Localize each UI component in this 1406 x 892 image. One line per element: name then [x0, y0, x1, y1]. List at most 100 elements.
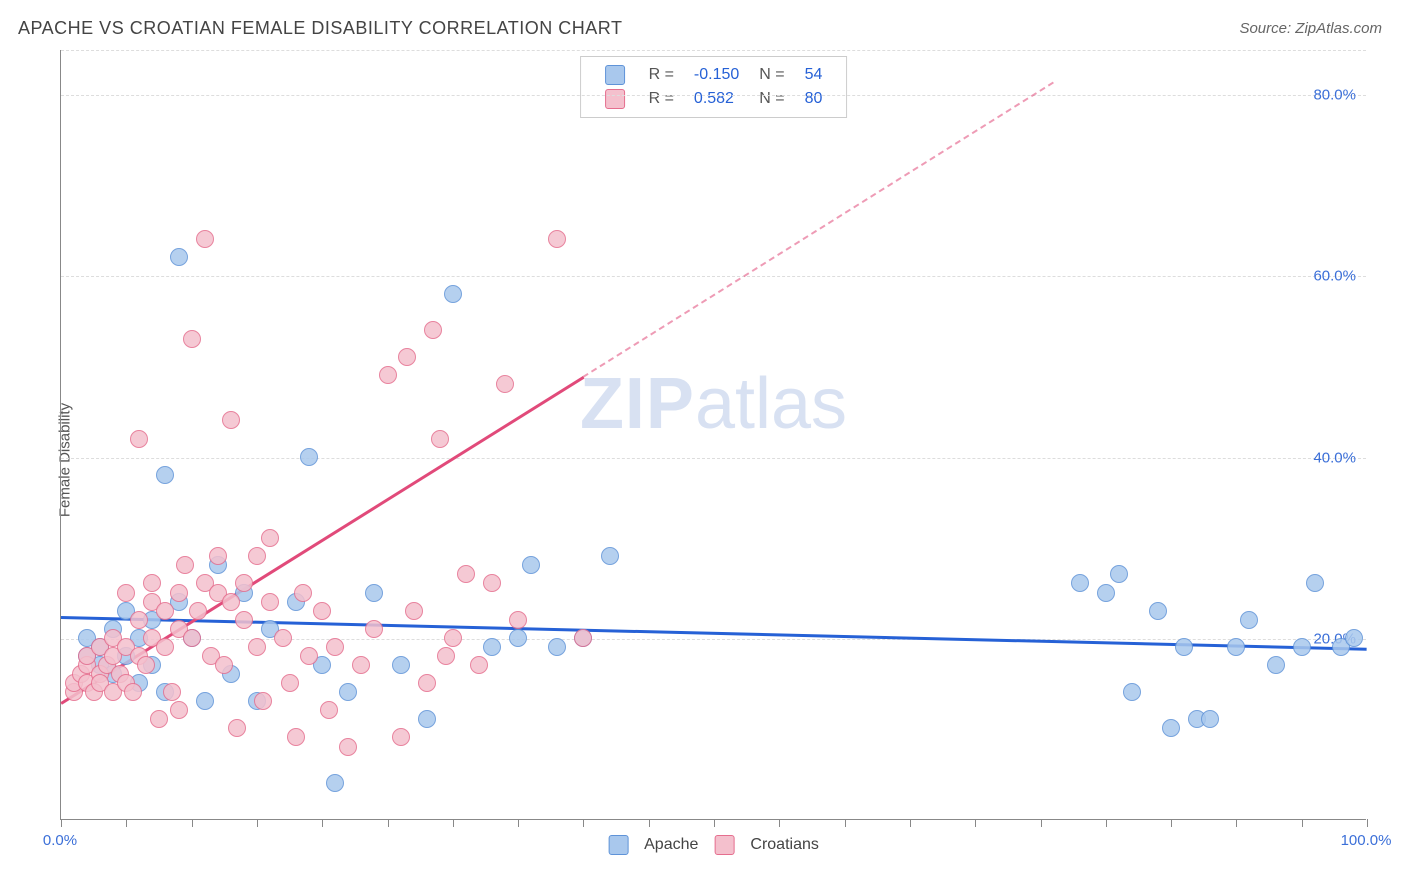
legend-row: R =-0.150N =54	[595, 63, 833, 87]
scatter-point	[196, 692, 214, 710]
scatter-point	[163, 683, 181, 701]
legend-row: R =0.582N =80	[595, 87, 833, 111]
scatter-point	[1071, 574, 1089, 592]
scatter-point	[189, 602, 207, 620]
watermark: ZIPatlas	[580, 363, 847, 445]
legend-n-value: 54	[795, 63, 833, 87]
x-tick	[1236, 819, 1237, 827]
scatter-point	[261, 529, 279, 547]
scatter-point	[183, 629, 201, 647]
scatter-point	[156, 602, 174, 620]
scatter-point	[183, 330, 201, 348]
scatter-point	[156, 638, 174, 656]
y-tick-label: 80.0%	[1313, 87, 1356, 104]
legend-stats: R =-0.150N =54R =0.582N =80	[580, 56, 848, 118]
scatter-point	[209, 547, 227, 565]
legend-r-value: 0.582	[684, 87, 749, 111]
scatter-point	[437, 647, 455, 665]
legend-n-value: 80	[795, 87, 833, 111]
scatter-point	[150, 710, 168, 728]
scatter-point	[418, 710, 436, 728]
legend-r-label: R =	[639, 87, 684, 111]
scatter-point	[509, 611, 527, 629]
x-tick	[845, 819, 846, 827]
x-tick	[1041, 819, 1042, 827]
scatter-point	[548, 638, 566, 656]
scatter-point	[1175, 638, 1193, 656]
x-tick	[518, 819, 519, 827]
gridline	[61, 458, 1366, 459]
legend-series-label: Apache	[644, 836, 698, 853]
scatter-point	[496, 375, 514, 393]
scatter-point	[235, 574, 253, 592]
x-tick	[779, 819, 780, 827]
scatter-point	[1240, 611, 1258, 629]
legend-swatch	[605, 89, 625, 109]
x-tick	[975, 819, 976, 827]
scatter-point	[313, 602, 331, 620]
x-tick	[192, 819, 193, 827]
scatter-point	[294, 584, 312, 602]
scatter-point	[130, 430, 148, 448]
legend-n-label: N =	[749, 63, 794, 87]
x-tick	[1302, 819, 1303, 827]
plot-area: ZIPatlas R =-0.150N =54R =0.582N =80 Apa…	[60, 50, 1366, 820]
gridline	[61, 95, 1366, 96]
scatter-point	[1097, 584, 1115, 602]
scatter-point	[176, 556, 194, 574]
scatter-point	[352, 656, 370, 674]
scatter-point	[281, 674, 299, 692]
scatter-point	[228, 719, 246, 737]
x-tick	[714, 819, 715, 827]
x-tick	[257, 819, 258, 827]
scatter-point	[117, 584, 135, 602]
scatter-point	[326, 774, 344, 792]
gridline	[61, 276, 1366, 277]
scatter-point	[320, 701, 338, 719]
chart-container: Female Disability ZIPatlas R =-0.150N =5…	[18, 50, 1388, 870]
scatter-point	[339, 683, 357, 701]
scatter-point	[418, 674, 436, 692]
scatter-point	[1293, 638, 1311, 656]
x-tick	[388, 819, 389, 827]
scatter-point	[365, 584, 383, 602]
legend-r-value: -0.150	[684, 63, 749, 87]
source-text: Source: ZipAtlas.com	[1239, 20, 1382, 37]
chart-title: APACHE VS CROATIAN FEMALE DISABILITY COR…	[18, 18, 622, 39]
scatter-point	[574, 629, 592, 647]
x-tick	[1171, 819, 1172, 827]
scatter-point	[130, 611, 148, 629]
scatter-point	[287, 728, 305, 746]
scatter-point	[1123, 683, 1141, 701]
legend-swatch	[608, 835, 628, 855]
scatter-point	[274, 629, 292, 647]
scatter-point	[1267, 656, 1285, 674]
scatter-point	[444, 629, 462, 647]
scatter-point	[392, 656, 410, 674]
scatter-point	[196, 230, 214, 248]
legend-swatch	[714, 835, 734, 855]
scatter-point	[509, 629, 527, 647]
scatter-point	[222, 593, 240, 611]
x-tick-label: 100.0%	[1341, 832, 1392, 849]
x-tick	[1367, 819, 1368, 827]
scatter-point	[222, 411, 240, 429]
scatter-point	[326, 638, 344, 656]
x-tick	[649, 819, 650, 827]
scatter-point	[170, 701, 188, 719]
scatter-point	[548, 230, 566, 248]
scatter-point	[248, 547, 266, 565]
scatter-point	[522, 556, 540, 574]
watermark-part2: atlas	[695, 364, 847, 444]
scatter-point	[170, 248, 188, 266]
scatter-point	[235, 611, 253, 629]
x-tick	[126, 819, 127, 827]
scatter-point	[365, 620, 383, 638]
scatter-point	[483, 574, 501, 592]
watermark-part1: ZIP	[580, 364, 695, 444]
scatter-point	[1345, 629, 1363, 647]
x-tick	[453, 819, 454, 827]
scatter-point	[392, 728, 410, 746]
scatter-point	[379, 366, 397, 384]
legend-series: ApacheCroatians	[600, 835, 827, 855]
